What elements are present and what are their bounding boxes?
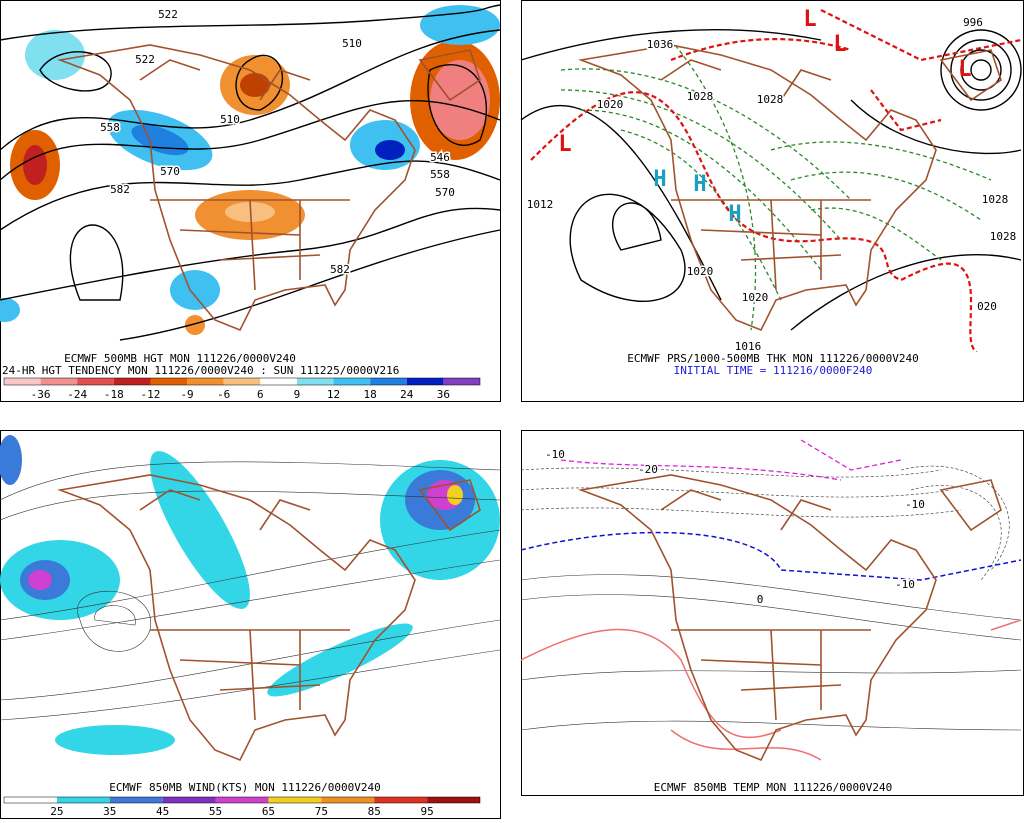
pressure-center: L [833,32,846,57]
colorbar-swatch [268,797,322,803]
contour-label: 522 [135,53,155,66]
colorbar-swatch [77,378,114,385]
colorbar-frame [3,377,481,386]
colorbar-swatch [150,378,188,385]
pressure-center: H [728,202,741,227]
pressure-center: L [803,7,816,32]
colorbar-swatch [215,797,269,803]
contour-label: 1028 [982,193,1009,206]
contour-label: 522 [158,8,178,21]
contour-label: 570 [160,165,180,178]
contour-label: 510 [220,113,240,126]
colorbar-swatch [427,797,480,803]
contour-label: 582 [110,183,130,196]
colorbar-label: 12 [327,388,340,401]
contour-label: 1028 [757,93,784,106]
panel-frame [521,0,1024,402]
colorbar-label: 18 [364,388,377,401]
colorbar-swatch [406,378,444,385]
contour-label: 1036 [647,38,674,51]
colorbar-label: -6 [217,388,230,401]
wind-fill [0,435,500,755]
pressure-center: L [558,132,571,157]
colorbar-label: -18 [104,388,124,401]
colorbar-swatch [162,797,216,803]
colorbar-label: 75 [315,805,328,818]
colorbar-swatch [370,378,407,385]
colorbar-swatch [321,797,375,803]
colorbar-swatch [333,378,371,385]
colorbar-label: 85 [368,805,381,818]
colorbar: -36 -24 -18 -12 -9 -6 6 9 12 18 24 36 [3,377,481,401]
caption: ECMWF 850MB TEMP MON 111226/0000V240 [654,781,892,794]
caption: ECMWF 850MB WIND(KTS) MON 111226/0000V24… [109,781,381,794]
panel-temp: ECMWF 850MB TEMP MON 111226/0000V240 [520,430,1024,796]
contour-label: 1020 [597,98,624,111]
contour-label: 582 [330,263,350,276]
colorbar-swatch [40,378,78,385]
contour-label: 1020 [687,265,714,278]
colorbar-swatch [56,797,110,803]
colorbar-frame [3,796,481,804]
contour-label: 1028 [990,230,1017,243]
colorbar-label: 24 [400,388,414,401]
contour-label: 558 [100,121,120,134]
panel-wind: 25 35 45 55 65 75 85 95 ECMWF 850MB WIND(KTS) M… [0,430,501,819]
caption: ECMWF 500MB HGT MON 111226/0000V240 [64,352,296,365]
contour-label: 570 [435,186,455,199]
colorbar-swatch [296,378,334,385]
colorbar-swatch [4,797,57,803]
contour-label: 1016 [735,340,762,353]
panel-frame [521,430,1024,796]
contour-label: 1012 [527,198,554,211]
colorbar-label: 95 [420,805,433,818]
contour-label: -10 [545,448,565,461]
colorbar-label: -12 [141,388,161,401]
colorbar-swatch [109,797,163,803]
colorbar-label: -36 [31,388,51,401]
contour-label: 1020 [742,291,769,304]
contour-label: 558 [430,168,450,181]
colorbar-swatch [187,378,224,385]
panel-hgt: -36 -24 -18 -12 -9 -6 6 9 12 18 24 36 ECMWF 500MB H… [0,0,501,402]
contour-label: -10 [895,578,915,591]
contour-label: 1028 [687,90,714,103]
caption: ECMWF PRS/1000-500MB THK MON 111226/0000… [627,352,918,365]
colorbar-label: -24 [67,388,87,401]
colorbar-label: 25 [50,805,63,818]
caption: INITIAL TIME = 111216/0000F240 [674,364,873,377]
pressure-center: L [958,57,971,82]
colorbar-label: 65 [262,805,275,818]
colorbar-label: 45 [156,805,169,818]
contour-label: 510 [342,37,362,50]
contour-label: 020 [977,300,997,313]
colorbar-swatch [374,797,428,803]
colorbar-label: 35 [103,805,116,818]
colorbar-swatch [260,378,297,385]
caption: 24-HR HGT TENDENCY MON 111226/0000V240 :… [2,364,399,377]
contour-label: 546 [430,151,450,164]
colorbar-label: 9 [294,388,301,401]
contour-label: -10 [905,498,925,511]
colorbar-swatch [4,378,41,385]
pressure-center: H [653,167,666,192]
colorbar-swatch [223,378,261,385]
colorbar-swatch [443,378,480,385]
colorbar: 25 35 45 55 65 75 85 95 [3,796,481,818]
colorbar-label: -9 [180,388,193,401]
pressure-center: H [693,172,706,197]
tendency-fill [0,5,500,335]
colorbar-label: 55 [209,805,222,818]
contour-label: 996 [963,16,983,29]
colorbar-label: 6 [257,388,264,401]
colorbar-label: 36 [437,388,450,401]
panel-prs: ECMWF PRS/1000-500MB THK MON 111226/0000… [520,0,1024,402]
contour-label: 0 [757,593,764,606]
contour-label: -20 [638,463,658,476]
colorbar-swatch [113,378,151,385]
